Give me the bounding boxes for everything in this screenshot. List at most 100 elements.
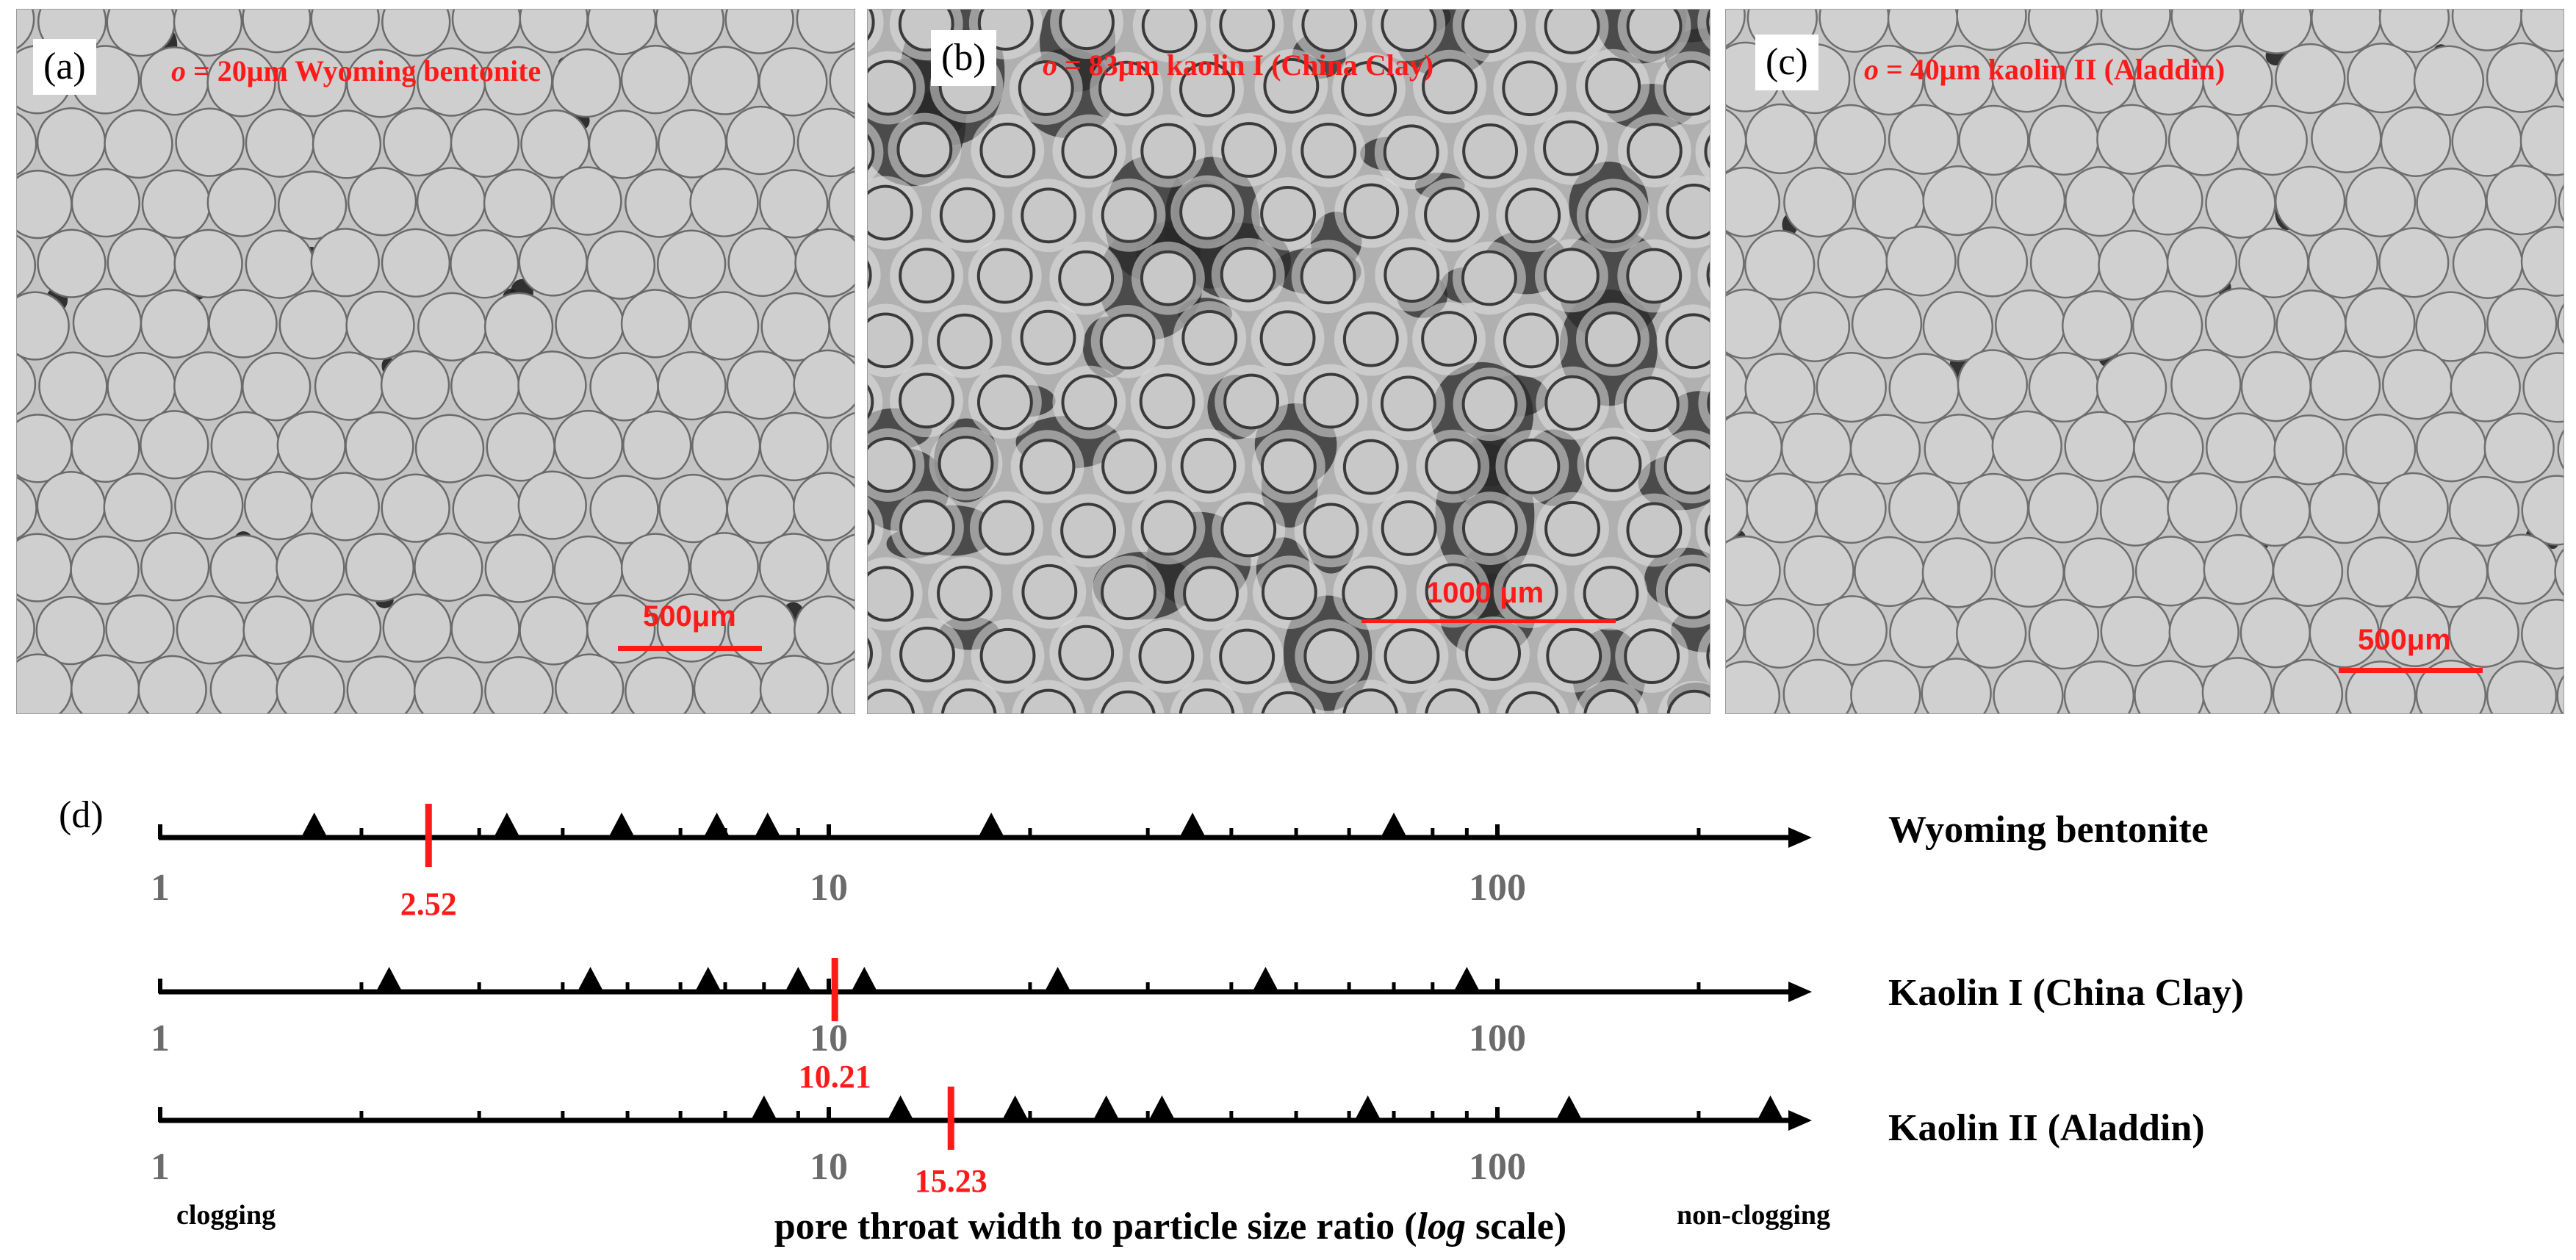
tick-label: 10 (810, 867, 848, 909)
grain (1626, 10, 1683, 54)
grain (1219, 628, 1276, 685)
data-point-triangle (1354, 1095, 1381, 1120)
grain (827, 533, 855, 602)
tick-label: 10 (810, 1018, 848, 1059)
threshold-label: 10.21 (799, 1059, 871, 1095)
grain (17, 234, 37, 297)
grain (1425, 438, 1481, 494)
grain (2131, 290, 2203, 361)
grain (1381, 500, 1437, 556)
grain (1922, 165, 1993, 237)
grain (2486, 660, 2558, 713)
grain (17, 598, 35, 660)
grain (2448, 475, 2520, 547)
grain (1704, 134, 1710, 168)
grain (1544, 500, 1600, 557)
grain (1816, 595, 1888, 666)
grain (1059, 10, 1115, 51)
grain (483, 168, 553, 238)
scale-bar-label-c: 500μm (2358, 624, 2451, 656)
grain (1726, 10, 1746, 48)
grain (1465, 625, 1522, 681)
data-point-triangle (694, 967, 722, 992)
grain (2558, 184, 2564, 223)
grain (2237, 104, 2308, 176)
grain (105, 594, 175, 664)
grain (759, 655, 830, 713)
grain (2555, 57, 2564, 102)
grain (978, 500, 1035, 556)
grain (2345, 287, 2416, 359)
grain (71, 413, 140, 483)
grain (689, 532, 759, 602)
grain (2519, 105, 2564, 176)
grain (173, 10, 243, 57)
grain (1888, 104, 1960, 175)
grain (796, 10, 855, 54)
grain (1626, 502, 1683, 558)
grain (17, 10, 35, 50)
panel-caption-b: o = 83μm kaolin I (China Clay) (1043, 48, 1433, 82)
grain (553, 166, 622, 236)
grain (589, 475, 659, 544)
grain (2273, 414, 2345, 486)
grain (174, 470, 244, 540)
grain (1744, 229, 1816, 301)
grain (1261, 691, 1316, 713)
grain (2309, 597, 2380, 669)
data-point-triangle (577, 967, 604, 992)
grain (1779, 291, 1851, 363)
scale-bar-label-a: 500μm (643, 600, 736, 633)
grain (1505, 691, 1560, 713)
grain (1179, 184, 1236, 240)
grain (793, 472, 855, 541)
grain (2170, 10, 2242, 52)
grain (310, 10, 380, 54)
grain (830, 411, 855, 479)
grain (1853, 44, 1924, 116)
grain (976, 374, 1033, 431)
x-axis-title-post: scale) (1465, 1206, 1567, 1248)
grain (17, 112, 37, 176)
data-point-triangle (301, 813, 328, 838)
grain (1140, 123, 1197, 179)
grain (1504, 438, 1561, 494)
grain (1425, 688, 1481, 713)
grain (1098, 60, 1154, 117)
grain (140, 410, 209, 480)
grain (1384, 628, 1440, 684)
grain (1099, 313, 1156, 370)
grain (1706, 262, 1710, 288)
grain (1424, 187, 1480, 243)
data-point-triangle (887, 1095, 914, 1120)
grain (450, 229, 519, 299)
clogging-label: clogging (176, 1200, 276, 1231)
data-point-triangle (1001, 1095, 1029, 1120)
grain (1380, 375, 1436, 432)
grain (1263, 57, 1320, 114)
grain (689, 291, 760, 361)
grain (1726, 535, 1781, 607)
grain (868, 566, 914, 622)
grain (1179, 688, 1235, 713)
grain (1100, 690, 1156, 713)
grain (2063, 537, 2134, 608)
grain (103, 472, 173, 542)
grain (937, 313, 993, 370)
grain (2027, 10, 2099, 54)
grain (1058, 250, 1115, 306)
grain (899, 248, 955, 304)
data-point-triangle (1757, 1095, 1784, 1120)
grain (1303, 503, 1359, 559)
threshold-label: 2.52 (400, 886, 457, 922)
grain (517, 470, 587, 540)
data-point-triangle (493, 813, 520, 838)
grain (796, 107, 855, 178)
x-axis-title-log: log (1417, 1206, 1466, 1248)
grain (2522, 352, 2564, 423)
caption-text-a: = 20μm Wyoming bentonite (186, 54, 542, 87)
grain (1502, 564, 1558, 620)
grain (1666, 183, 1710, 240)
series-name-wyoming: Wyoming bentonite (1888, 809, 2209, 851)
grain (2275, 43, 2346, 114)
